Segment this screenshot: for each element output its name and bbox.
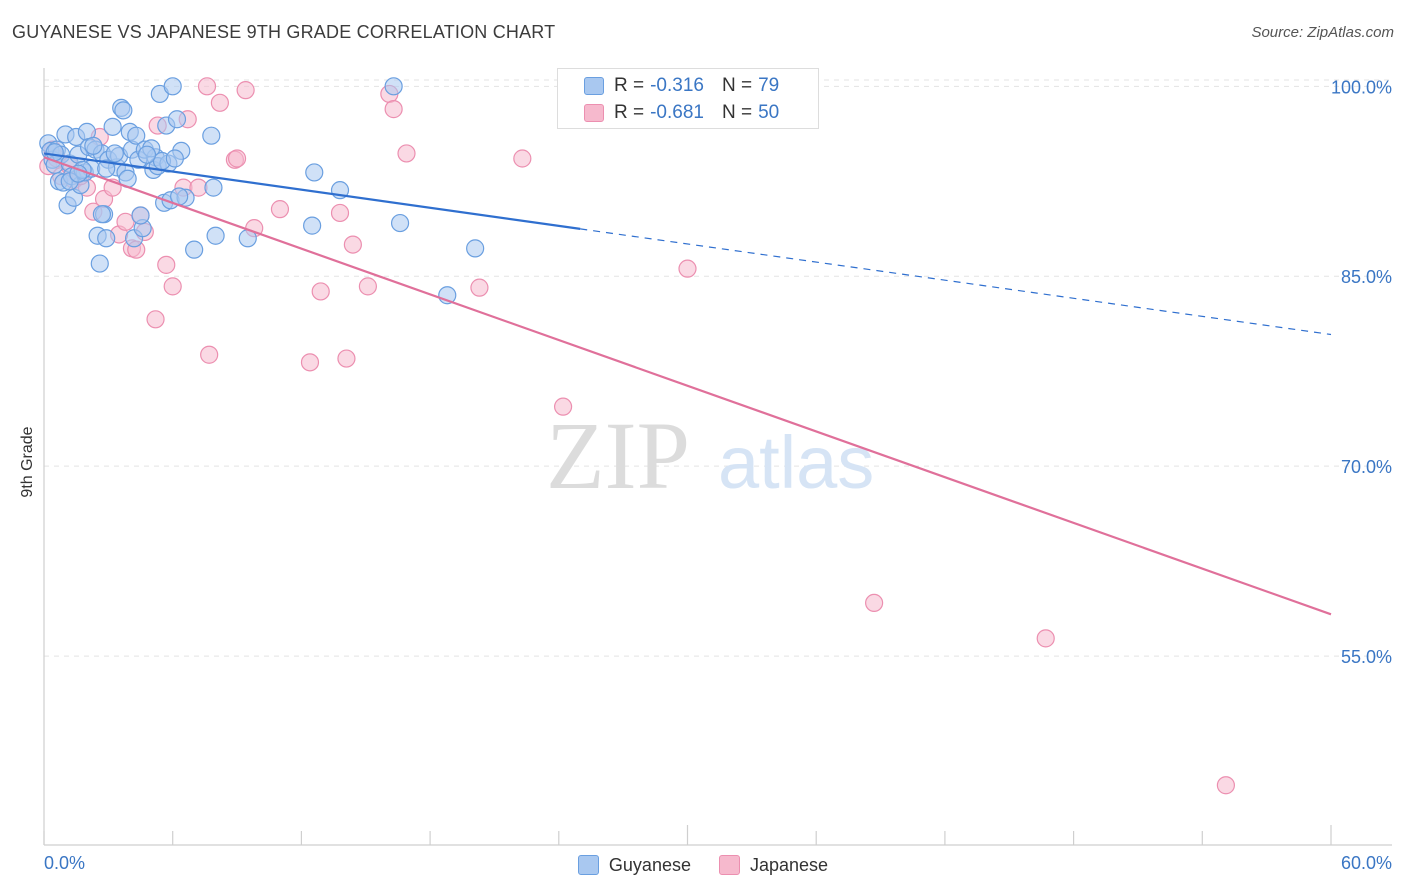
series-legend: Guyanese Japanese bbox=[0, 852, 1406, 878]
japanese-point bbox=[200, 345, 219, 364]
watermark-atlas: atlas bbox=[718, 421, 874, 504]
japanese-point bbox=[300, 353, 320, 372]
guyanese-point bbox=[92, 205, 112, 224]
japanese-point bbox=[553, 397, 573, 416]
guyanese-point bbox=[69, 164, 88, 183]
japanese-point bbox=[157, 255, 176, 274]
guyanese-point bbox=[137, 145, 157, 164]
japanese-point bbox=[1216, 776, 1235, 795]
trend-lines bbox=[43, 152, 1332, 616]
legend-r-label: R = bbox=[614, 75, 645, 96]
guyanese-point bbox=[165, 149, 184, 168]
chart-title: GUYANESE VS JAPANESE 9TH GRADE CORRELATI… bbox=[12, 22, 556, 42]
guyanese-point bbox=[303, 216, 322, 235]
japanese-point bbox=[270, 200, 290, 219]
japanese-point bbox=[337, 349, 356, 368]
guyanese-point bbox=[305, 163, 324, 182]
axes bbox=[43, 68, 1392, 846]
guyanese-point bbox=[127, 126, 146, 145]
guyanese-point bbox=[466, 239, 485, 258]
japanese-point bbox=[197, 77, 217, 96]
legend-r-value: -0.316 bbox=[650, 75, 704, 96]
japanese-point bbox=[236, 81, 255, 100]
watermark-zip: ZIP bbox=[546, 402, 690, 509]
guyanese-point bbox=[84, 136, 103, 155]
guyanese-point bbox=[384, 77, 403, 96]
guyanese-point bbox=[105, 144, 124, 163]
legend-item-guyanese: Guyanese bbox=[577, 854, 691, 876]
x-tick-label-max: 60.0% bbox=[1341, 853, 1392, 873]
japanese-point bbox=[146, 310, 165, 329]
legend-label-japanese: Japanese bbox=[749, 854, 829, 875]
y-tick-label: 70.0% bbox=[1341, 457, 1392, 477]
japanese-point bbox=[358, 277, 377, 296]
legend-row-japanese: R = -0.681 N = 50 bbox=[584, 101, 779, 125]
guyanese-point bbox=[114, 101, 133, 120]
legend-label-guyanese: Guyanese bbox=[608, 854, 691, 875]
legend-n-label: N = bbox=[721, 102, 753, 123]
guyanese-swatch bbox=[584, 77, 604, 95]
guyanese-point bbox=[202, 126, 221, 145]
guyanese-point bbox=[103, 117, 122, 136]
guyanese-point bbox=[90, 254, 109, 273]
legend-row-guyanese: R = -0.316 N = 79 bbox=[584, 74, 779, 98]
japanese-point bbox=[163, 277, 182, 296]
guyanese-point bbox=[97, 159, 116, 178]
guyanese-trend-extension bbox=[580, 228, 1332, 336]
japanese-point bbox=[865, 593, 884, 613]
chart-source: Source: ZipAtlas.com bbox=[1251, 24, 1394, 41]
legend-r-value: -0.681 bbox=[650, 102, 704, 123]
guyanese-point bbox=[163, 77, 182, 96]
japanese-point bbox=[311, 282, 330, 301]
gridlines bbox=[44, 79, 1392, 657]
japanese-point bbox=[330, 203, 350, 223]
japanese-swatch bbox=[584, 104, 604, 122]
legend-n-value: 79 bbox=[758, 75, 780, 96]
japanese-point bbox=[343, 235, 362, 254]
x-tick-label-min: 0.0% bbox=[44, 853, 85, 873]
japanese-trend-line bbox=[43, 156, 1332, 616]
y-axis-label: 9th Grade bbox=[19, 426, 36, 498]
guyanese-point bbox=[131, 206, 150, 225]
y-tick-label: 85.0% bbox=[1341, 267, 1392, 287]
watermark: ZIP atlas bbox=[546, 402, 874, 509]
guyanese-point bbox=[167, 110, 187, 129]
legend-r-label: R = bbox=[614, 102, 645, 123]
legend-item-japanese: Japanese bbox=[718, 854, 829, 876]
y-tick-label: 100.0% bbox=[1331, 77, 1392, 97]
guyanese-trend-line bbox=[43, 152, 581, 230]
japanese-point bbox=[678, 259, 697, 278]
guyanese-point bbox=[206, 226, 225, 245]
japanese-point bbox=[1036, 629, 1055, 648]
japanese-point bbox=[470, 278, 489, 297]
guyanese-point bbox=[204, 178, 223, 197]
stats-legend: R = -0.316 N = 79 R = -0.681 N = 50 bbox=[557, 68, 819, 129]
japanese-point bbox=[397, 144, 416, 163]
guyanese-point bbox=[97, 229, 116, 248]
japanese-point bbox=[384, 100, 403, 119]
japanese-swatch bbox=[718, 855, 740, 875]
guyanese-point bbox=[185, 240, 204, 259]
tick-labels: 55.0% 70.0% 85.0% 100.0% 0.0% 60.0% bbox=[44, 77, 1392, 873]
legend-n-value: 50 bbox=[758, 102, 780, 123]
legend-n-label: N = bbox=[721, 75, 753, 96]
japanese-point bbox=[227, 149, 247, 168]
guyanese-point bbox=[390, 213, 410, 233]
guyanese-swatch bbox=[577, 855, 599, 875]
japanese-point bbox=[513, 149, 532, 168]
y-tick-label: 55.0% bbox=[1341, 647, 1392, 667]
japanese-point bbox=[210, 93, 229, 112]
